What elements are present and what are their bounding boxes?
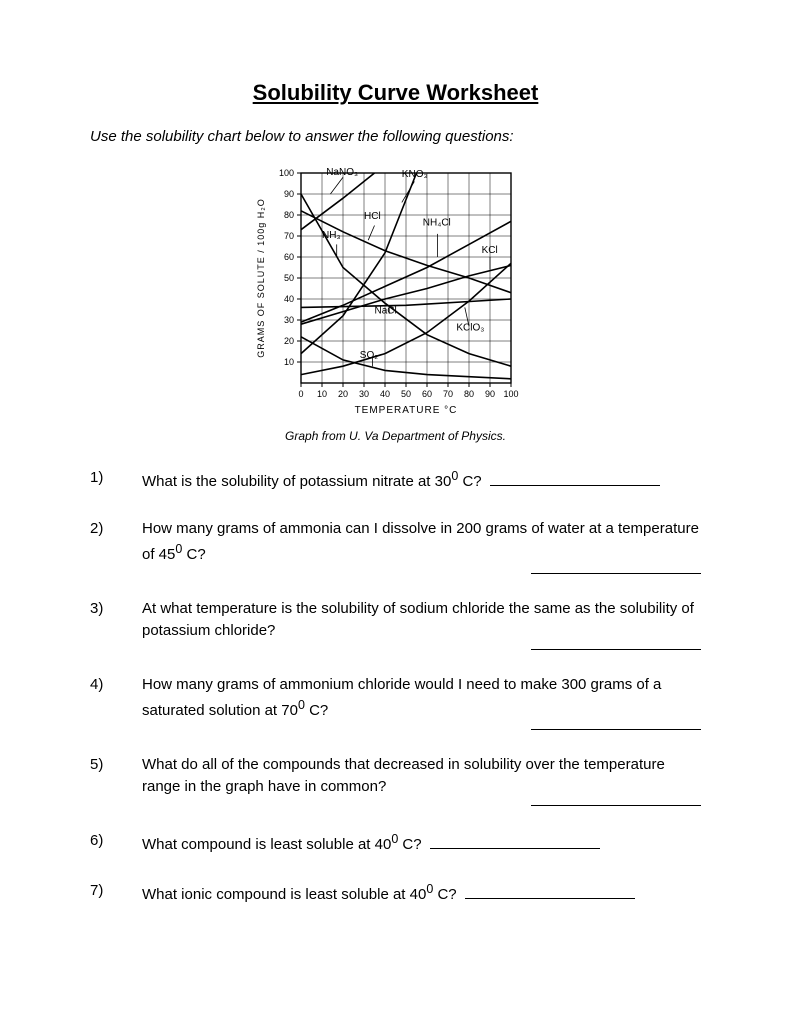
svg-text:KNO₃: KNO₃ [401, 169, 427, 180]
question-text: What is the solubility of potassium nitr… [142, 473, 482, 490]
svg-text:KCl: KCl [481, 245, 497, 256]
answer-blank[interactable] [465, 898, 635, 899]
question-text: At what temperature is the solubility of… [142, 600, 694, 640]
question-number: 1) [90, 467, 118, 494]
answer-blank-row [142, 805, 701, 806]
question-row: 3) At what temperature is the solubility … [90, 598, 701, 650]
svg-text:HCl: HCl [364, 211, 381, 222]
question-body: What ionic compound is least soluble at … [142, 880, 701, 907]
answer-blank-row [142, 649, 701, 650]
question-body: What do all of the compounds that decrea… [142, 754, 701, 806]
svg-text:10: 10 [283, 357, 293, 367]
answer-blank[interactable] [531, 805, 701, 806]
chart-caption: Graph from U. Va Department of Physics. [285, 429, 506, 443]
question-number: 7) [90, 880, 118, 907]
question-text: How many grams of ammonium chloride woul… [142, 676, 661, 720]
question-row: 4) How many grams of ammonium chloride wo… [90, 674, 701, 730]
svg-text:0: 0 [298, 389, 303, 399]
svg-text:NH₃: NH₃ [322, 230, 341, 241]
svg-text:20: 20 [337, 389, 347, 399]
answer-blank[interactable] [531, 573, 701, 574]
question-number: 5) [90, 754, 118, 806]
solubility-chart: 0 10 20 30 40 50 60 70 80 90 100 10 20 30 40 50 60 70 80 90… [246, 163, 546, 423]
answer-blank[interactable] [430, 848, 600, 849]
answer-blank[interactable] [531, 649, 701, 650]
svg-text:40: 40 [283, 294, 293, 304]
svg-text:20: 20 [283, 336, 293, 346]
svg-text:SO₂: SO₂ [359, 350, 377, 361]
question-number: 4) [90, 674, 118, 730]
question-body: At what temperature is the solubility of… [142, 598, 701, 650]
svg-text:50: 50 [283, 273, 293, 283]
question-text: What compound is least soluble at 400 C? [142, 836, 422, 853]
question-row: 7) What ionic compound is least soluble a… [90, 880, 701, 907]
answer-blank-row [142, 729, 701, 730]
svg-text:80: 80 [283, 210, 293, 220]
svg-text:90: 90 [283, 189, 293, 199]
chart-container: 0 10 20 30 40 50 60 70 80 90 100 10 20 30 40 50 60 70 80 90… [90, 163, 701, 443]
page-title: Solubility Curve Worksheet [90, 80, 701, 106]
svg-text:NaNO₃: NaNO₃ [326, 167, 358, 178]
svg-text:GRAMS OF SOLUTE / 100g H₂O: GRAMS OF SOLUTE / 100g H₂O [256, 198, 266, 358]
question-body: How many grams of ammonia can I dissolve… [142, 518, 701, 574]
svg-text:60: 60 [421, 389, 431, 399]
svg-text:50: 50 [400, 389, 410, 399]
svg-text:KClO₃: KClO₃ [456, 323, 484, 334]
answer-blank-row [142, 573, 701, 574]
instruction-text: Use the solubility chart below to answer… [90, 128, 701, 145]
svg-text:80: 80 [463, 389, 473, 399]
question-body: What compound is least soluble at 400 C? [142, 830, 701, 857]
question-row: 6) What compound is least soluble at 400 … [90, 830, 701, 857]
svg-text:70: 70 [283, 231, 293, 241]
svg-text:30: 30 [358, 389, 368, 399]
svg-text:60: 60 [283, 252, 293, 262]
svg-text:100: 100 [278, 168, 293, 178]
question-number: 2) [90, 518, 118, 574]
svg-text:NaCl: NaCl [374, 306, 396, 317]
question-row: 2) How many grams of ammonia can I dissol… [90, 518, 701, 574]
questions-list: 1) What is the solubility of potassium ni… [90, 467, 701, 907]
svg-text:30: 30 [283, 315, 293, 325]
question-number: 3) [90, 598, 118, 650]
question-text: How many grams of ammonia can I dissolve… [142, 520, 699, 564]
question-text: What ionic compound is least soluble at … [142, 886, 457, 903]
answer-blank[interactable] [531, 729, 701, 730]
question-row: 1) What is the solubility of potassium ni… [90, 467, 701, 494]
question-row: 5) What do all of the compounds that decr… [90, 754, 701, 806]
answer-blank[interactable] [490, 485, 660, 486]
svg-text:TEMPERATURE °C: TEMPERATURE °C [354, 405, 457, 416]
question-text: What do all of the compounds that decrea… [142, 756, 665, 796]
svg-text:NH₄Cl: NH₄Cl [422, 218, 450, 229]
question-body: What is the solubility of potassium nitr… [142, 467, 701, 494]
svg-text:40: 40 [379, 389, 389, 399]
svg-text:70: 70 [442, 389, 452, 399]
svg-text:100: 100 [503, 389, 518, 399]
svg-text:90: 90 [484, 389, 494, 399]
question-number: 6) [90, 830, 118, 857]
question-body: How many grams of ammonium chloride woul… [142, 674, 701, 730]
svg-text:10: 10 [316, 389, 326, 399]
